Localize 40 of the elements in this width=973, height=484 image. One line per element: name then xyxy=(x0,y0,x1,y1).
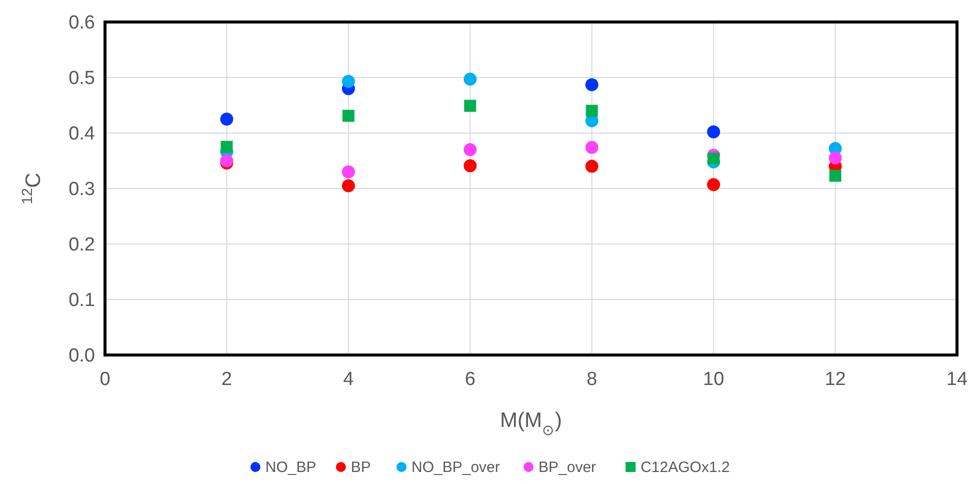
legend-label: C12AGOx1.2 xyxy=(640,459,730,476)
point xyxy=(220,140,233,153)
y-tick-label: 0.6 xyxy=(68,12,95,34)
point xyxy=(586,104,598,117)
legend-label: NO_BP_over xyxy=(412,459,500,476)
x-tick-label: 4 xyxy=(343,369,354,390)
point xyxy=(220,112,234,126)
point xyxy=(342,179,355,192)
legend-label: NO_BP xyxy=(265,459,316,476)
x-axis-title: M(M$_{⊙}$) xyxy=(500,409,562,439)
point xyxy=(707,125,720,138)
x-tick-label: 8 xyxy=(586,369,598,390)
point xyxy=(342,165,355,178)
point xyxy=(708,152,720,165)
point xyxy=(464,143,477,156)
point xyxy=(464,72,477,86)
point xyxy=(585,140,598,154)
x-tick-label: 10 xyxy=(703,369,724,390)
y-tick-label: 0.5 xyxy=(68,68,95,90)
point xyxy=(464,159,477,172)
point xyxy=(585,78,598,92)
y-tick-label: 0.4 xyxy=(68,124,96,145)
x-tick-label: 0 xyxy=(100,369,110,390)
x-tick-label: 12 xyxy=(824,369,846,390)
y-tick-label: 0.3 xyxy=(68,179,95,200)
legend-label: BP_over xyxy=(538,459,596,476)
y-tick-label: 0.2 xyxy=(68,234,95,256)
y-tick-label: 0.0 xyxy=(68,346,95,367)
y-tick-label: 0.1 xyxy=(68,290,95,312)
point xyxy=(707,178,720,192)
legend-label: BP xyxy=(350,459,371,476)
point xyxy=(464,100,476,112)
point xyxy=(829,170,842,182)
point xyxy=(342,74,355,88)
x-tick-label: 2 xyxy=(221,369,232,390)
x-tick-label: 14 xyxy=(946,369,968,390)
point xyxy=(828,151,842,164)
point xyxy=(342,110,354,122)
x-tick-label: 6 xyxy=(464,369,476,390)
point xyxy=(585,160,598,173)
